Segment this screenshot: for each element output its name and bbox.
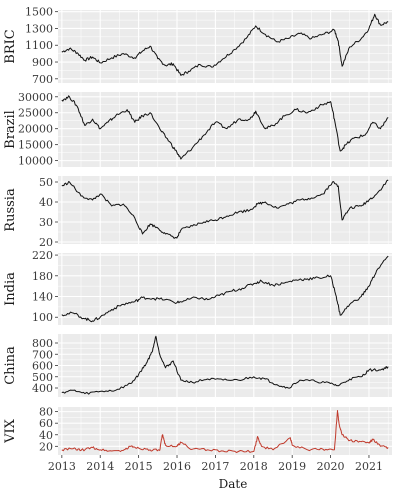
tick-label-y: 30000 <box>18 91 53 104</box>
panel-background <box>58 253 392 325</box>
series-line-india <box>61 255 389 323</box>
panel-background <box>58 92 392 167</box>
tick-label-x: 2019 <box>278 460 306 473</box>
panel-bric: 700 900 1100 1300 1500 BRIC <box>3 6 392 86</box>
tick-label-x: 2017 <box>201 460 229 473</box>
panel-label-china: China <box>3 346 18 385</box>
tick-label-y: 100 <box>32 311 53 324</box>
tick-label-y: 80 <box>39 406 53 419</box>
panel-label-bric: BRIC <box>3 29 18 63</box>
tick-label-y: 800 <box>32 337 53 350</box>
panel-label-india: India <box>3 272 18 306</box>
tick-label-y: 400 <box>32 382 53 395</box>
tick-label-y: 180 <box>32 270 53 283</box>
series-line-brazil <box>61 95 389 160</box>
tick-label-x: 2016 <box>163 460 191 473</box>
tick-label-y: 15000 <box>18 139 53 152</box>
panel-india: 100 140 180 220 India <box>3 249 392 325</box>
panel-background <box>58 407 392 455</box>
tick-label-x: 2021 <box>355 460 383 473</box>
tick-label-y: 60 <box>39 417 53 430</box>
tick-label-y: 700 <box>32 73 53 86</box>
tick-label-y: 600 <box>32 360 53 373</box>
tick-label-y: 700 <box>32 348 53 361</box>
tick-label-y: 220 <box>32 249 53 262</box>
tick-label-y: 20 <box>39 440 53 453</box>
tick-label-y: 10000 <box>18 155 53 168</box>
chart-panels: 700 900 1100 1300 1500 BRIC 10000 15000 20000 250… <box>3 6 392 455</box>
tick-label-y: 1100 <box>25 39 53 52</box>
tick-label-y: 40 <box>39 196 53 209</box>
x-axis-title: Date <box>219 477 248 491</box>
tick-label-y: 40 <box>39 429 53 442</box>
tick-label-y: 20 <box>39 236 53 249</box>
tick-label-y: 1300 <box>25 22 53 35</box>
panel-label-brazil: Brazil <box>3 110 18 149</box>
tick-label-y: 140 <box>32 291 53 304</box>
tick-label-y: 30 <box>39 216 53 229</box>
series-line-china <box>61 335 389 395</box>
panel-russia: 20 30 40 50 Russia <box>3 176 392 249</box>
tick-label-x: 2013 <box>48 460 76 473</box>
tick-label-x: 2014 <box>86 460 114 473</box>
tick-label-x: 2018 <box>240 460 268 473</box>
tick-label-y: 25000 <box>18 107 53 120</box>
series-line-vix <box>61 410 389 453</box>
tick-label-y: 20000 <box>18 123 53 136</box>
series-line-bric <box>61 13 389 76</box>
tick-label-y: 50 <box>39 176 53 189</box>
series-line-russia <box>61 179 389 239</box>
tick-label-x: 2020 <box>317 460 345 473</box>
tick-label-y: 900 <box>32 56 53 69</box>
x-axis: 2013 2014 2015 2016 2017 2018 2019 2020 2021 <box>48 455 383 473</box>
tick-label-y: 1500 <box>25 6 53 19</box>
panel-background <box>58 176 392 244</box>
panel-background <box>58 10 392 83</box>
panel-label-vix: VIX <box>3 418 18 444</box>
panel-label-russia: Russia <box>3 188 18 232</box>
tick-label-y: 500 <box>32 371 53 384</box>
tick-label-x: 2015 <box>125 460 153 473</box>
